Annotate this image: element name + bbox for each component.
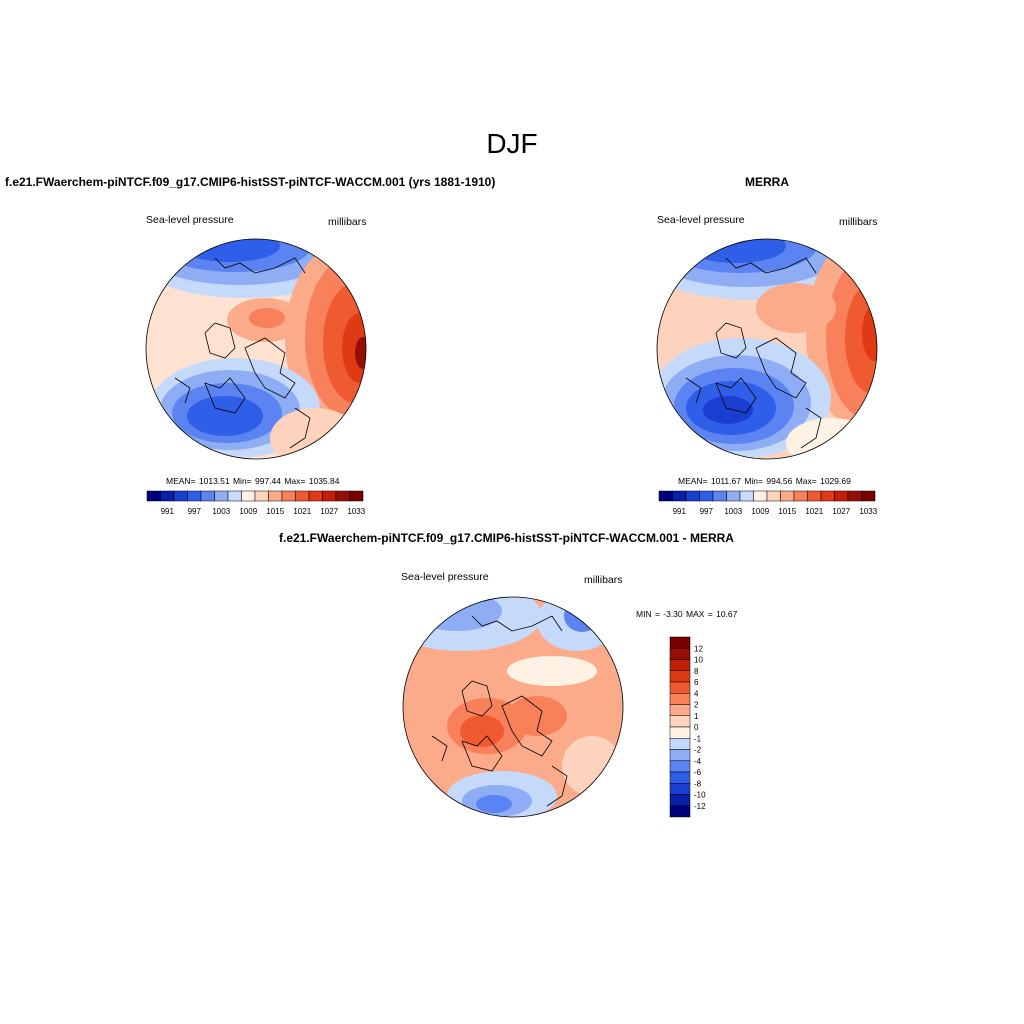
obs-colorbar-label: 1033: [859, 507, 877, 516]
model-colorbar-swatch: [160, 490, 175, 502]
obs-colorbar-swatch: [834, 490, 849, 502]
model-colorbar-swatch: [349, 490, 364, 502]
obs-colorbar: 991 997 1003 1009 1015 1021 1027 1033: [658, 490, 878, 516]
obs-panel-title: MERRA: [745, 175, 789, 189]
model-panel-title: f.e21.FWaerchem-piNTCF.f09_g17.CMIP6-his…: [5, 175, 496, 189]
obs-colorbar-label: 1021: [805, 507, 823, 516]
obs-units-label: millibars: [839, 216, 878, 228]
diff-colorbar-label: -8: [694, 779, 702, 788]
model-colorbar-swatch: [254, 490, 269, 502]
diff-colorbar-swatch: [669, 659, 691, 671]
diff-colorbar-label: 4: [694, 689, 699, 698]
diff-colorbar-swatch: [669, 760, 691, 773]
diff-colorbar-label: 1: [694, 712, 699, 721]
diff-variable-label: Sea-level pressure: [401, 571, 489, 583]
obs-colorbar-swatch: [780, 490, 795, 502]
obs-colorbar-label: 991: [673, 507, 687, 516]
diff-colorbar-label: -12: [694, 802, 706, 811]
diff-colorbar-swatch: [669, 749, 691, 761]
diff-colorbar-swatch: [669, 805, 691, 818]
diff-colorbar-swatch: [669, 771, 691, 784]
obs-colorbar-swatch: [753, 490, 768, 502]
obs-colorbar-swatch: [793, 490, 808, 502]
diff-colorbar-swatch: [669, 693, 691, 705]
obs-slp-map: [656, 238, 878, 460]
model-colorbar-label: 1009: [239, 507, 257, 516]
obs-colorbar-swatch: [712, 490, 727, 502]
diff-colorbar-label: -4: [694, 757, 702, 766]
model-colorbar-swatch: [295, 490, 310, 502]
obs-colorbar-label: 997: [700, 507, 714, 516]
obs-colorbar-swatch: [847, 490, 862, 502]
obs-colorbar-swatch: [766, 490, 781, 502]
model-colorbar-swatch: [335, 490, 350, 502]
model-colorbar-label: 1015: [266, 507, 284, 516]
diff-colorbar-label: 0: [694, 723, 699, 732]
model-colorbar-swatch: [146, 490, 161, 502]
model-colorbar-swatch: [214, 490, 229, 502]
obs-colorbar-swatch: [672, 490, 687, 502]
obs-colorbar-label: 1015: [778, 507, 796, 516]
model-colorbar-swatch: [200, 490, 215, 502]
obs-colorbar-swatch: [820, 490, 835, 502]
model-variable-label: Sea-level pressure: [146, 214, 234, 226]
diff-colorbar-label: 2: [694, 701, 699, 710]
diff-colorbar-label: 8: [694, 667, 699, 676]
obs-colorbar-swatch: [739, 490, 754, 502]
model-colorbar-label: 1033: [347, 507, 365, 516]
diff-slp-map: [402, 596, 624, 818]
obs-stats: MEAN= 1011.67 Min= 994.56 Max= 1029.69: [678, 476, 851, 486]
model-colorbar-swatch: [187, 490, 202, 502]
model-colorbar: 991 997 1003 1009 1015 1021 1027 1033: [146, 490, 366, 516]
diff-colorbar-swatch: [669, 794, 691, 806]
obs-colorbar-swatch: [658, 490, 673, 502]
model-colorbar-swatch: [227, 490, 242, 502]
diff-stats: MIN = -3.30 MAX = 10.67: [636, 609, 738, 619]
diff-colorbar-swatch: [669, 783, 691, 795]
diff-colorbar-swatch: [669, 726, 691, 739]
obs-colorbar-label: 1003: [724, 507, 742, 516]
diff-units-label: millibars: [584, 574, 623, 586]
diff-colorbar-label: 6: [694, 678, 699, 687]
model-colorbar-swatch: [308, 490, 323, 502]
model-colorbar-label: 1003: [212, 507, 230, 516]
obs-colorbar-label: 1027: [832, 507, 850, 516]
diff-colorbar-label: 10: [694, 656, 703, 665]
diff-colorbar-label: -2: [694, 746, 702, 755]
obs-colorbar-swatch: [807, 490, 822, 502]
model-slp-map: [145, 238, 367, 460]
diff-panel-title: f.e21.FWaerchem-piNTCF.f09_g17.CMIP6-his…: [279, 531, 734, 545]
diff-colorbar-swatch: [669, 704, 691, 716]
obs-colorbar-swatch: [861, 490, 876, 502]
obs-variable-label: Sea-level pressure: [657, 214, 745, 226]
model-colorbar-swatch: [281, 490, 296, 502]
model-colorbar-swatch: [173, 490, 188, 502]
model-colorbar-swatch: [322, 490, 337, 502]
figure-title: DJF: [486, 128, 538, 159]
model-units-label: millibars: [328, 216, 367, 228]
model-colorbar-label: 991: [161, 507, 175, 516]
diff-colorbar-swatch: [669, 715, 691, 728]
model-stats: MEAN= 1013.51 Min= 997.44 Max= 1035.84: [166, 476, 340, 486]
obs-colorbar-swatch: [685, 490, 700, 502]
diff-colorbar-swatch: [669, 738, 691, 750]
diff-colorbar-label: -6: [694, 768, 702, 777]
diff-colorbar-swatch: [669, 636, 691, 649]
model-colorbar-swatch: [268, 490, 283, 502]
model-colorbar-swatch: [241, 490, 256, 502]
obs-colorbar-swatch: [699, 490, 714, 502]
obs-colorbar-swatch: [726, 490, 741, 502]
model-colorbar-label: 1021: [293, 507, 311, 516]
model-colorbar-label: 1027: [320, 507, 338, 516]
diff-colorbar-swatch: [669, 681, 691, 694]
diff-colorbar-label: 12: [694, 644, 703, 653]
model-colorbar-label: 997: [188, 507, 202, 516]
obs-colorbar-label: 1009: [751, 507, 769, 516]
diff-colorbar-swatch: [669, 648, 691, 660]
diff-colorbar-label: -10: [694, 791, 706, 800]
diff-colorbar-swatch: [669, 670, 691, 683]
diff-colorbar-label: -1: [694, 734, 702, 743]
